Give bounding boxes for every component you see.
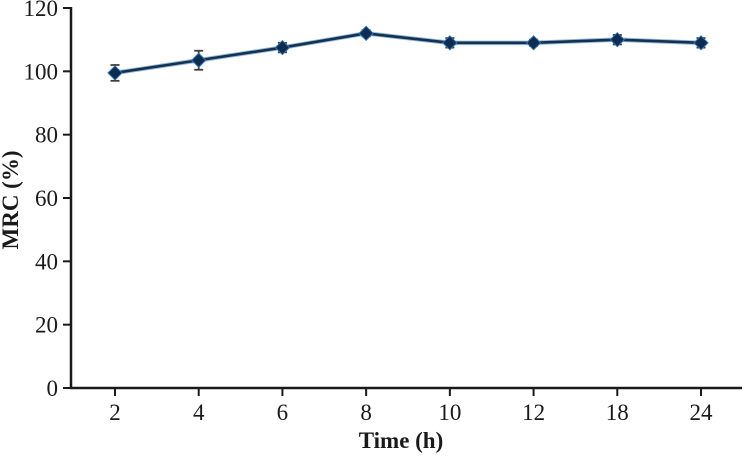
y-tick-label: 100 [24, 59, 59, 84]
data-point-marker [609, 31, 625, 48]
x-tick-label: 6 [277, 400, 289, 425]
y-tick-label: 0 [47, 376, 59, 401]
data-point-marker [442, 35, 458, 51]
y-tick-label: 20 [35, 313, 58, 338]
x-tick-label: 12 [522, 400, 545, 425]
x-tick-label: 18 [606, 400, 629, 425]
x-axis-title: Time (h) [359, 428, 444, 453]
y-axis-title: MRC (%) [0, 151, 23, 250]
x-tick-label: 24 [690, 400, 714, 425]
y-tick-label: 120 [24, 0, 59, 21]
data-point-marker [107, 65, 123, 81]
data-point-marker [525, 35, 542, 51]
y-tick-label: 40 [35, 249, 58, 274]
data-series [107, 25, 709, 82]
data-point-marker [191, 52, 207, 68]
data-point-marker [693, 35, 709, 51]
data-point-marker [274, 39, 291, 56]
series-line [113, 32, 703, 75]
x-tick-label: 10 [438, 400, 461, 425]
y-tick-label: 80 [35, 123, 58, 148]
data-point-marker [358, 25, 374, 42]
x-axis-ticks: 2 4 6 8 10 12 18 24 [109, 388, 713, 425]
y-axis-ticks: 0 20 40 60 80 100 120 [24, 0, 71, 401]
y-tick-label: 60 [35, 186, 58, 211]
x-tick-label: 2 [109, 400, 121, 425]
x-tick-label: 8 [360, 400, 372, 425]
x-tick-label: 4 [193, 400, 205, 425]
